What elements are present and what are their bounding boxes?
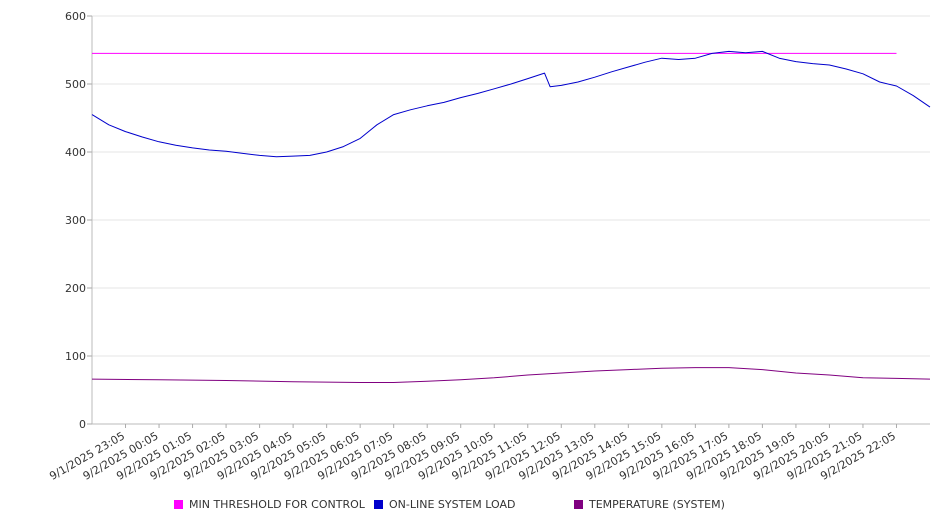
legend-label-temperature: TEMPERATURE (SYSTEM): [589, 498, 725, 511]
y-tick-label-200: 200: [65, 282, 86, 295]
series-line-2: [91, 367, 931, 383]
legend-swatch-threshold: [174, 500, 183, 509]
legend-label-system-load: ON-LINE SYSTEM LOAD: [389, 498, 516, 511]
series-line-1: [91, 50, 931, 158]
grid-lines: [92, 15, 930, 425]
legend: MIN THRESHOLD FOR CONTROL ON-LINE SYSTEM…: [0, 498, 946, 514]
y-tick-label-300: 300: [65, 214, 86, 227]
series-lines: [91, 50, 931, 383]
legend-label-threshold: MIN THRESHOLD FOR CONTROL: [189, 498, 365, 511]
y-tick-label-600: 600: [65, 10, 86, 23]
y-tick-label-0: 0: [79, 418, 86, 431]
y-tick-label-500: 500: [65, 78, 86, 91]
x-axis-ticks: 9/1/2025 23:059/2/2025 00:059/2/2025 01:…: [47, 424, 898, 483]
legend-swatch-temperature: [574, 500, 583, 509]
legend-item-system-load: ON-LINE SYSTEM LOAD: [374, 498, 515, 511]
legend-swatch-system-load: [374, 500, 383, 509]
y-axis-ticks: 0 100 200 300 400 500 600: [65, 10, 92, 431]
y-tick-label-100: 100: [65, 350, 86, 363]
legend-item-temperature: TEMPERATURE (SYSTEM): [574, 498, 725, 511]
legend-item-threshold: MIN THRESHOLD FOR CONTROL: [174, 498, 365, 511]
y-tick-label-400: 400: [65, 146, 86, 159]
